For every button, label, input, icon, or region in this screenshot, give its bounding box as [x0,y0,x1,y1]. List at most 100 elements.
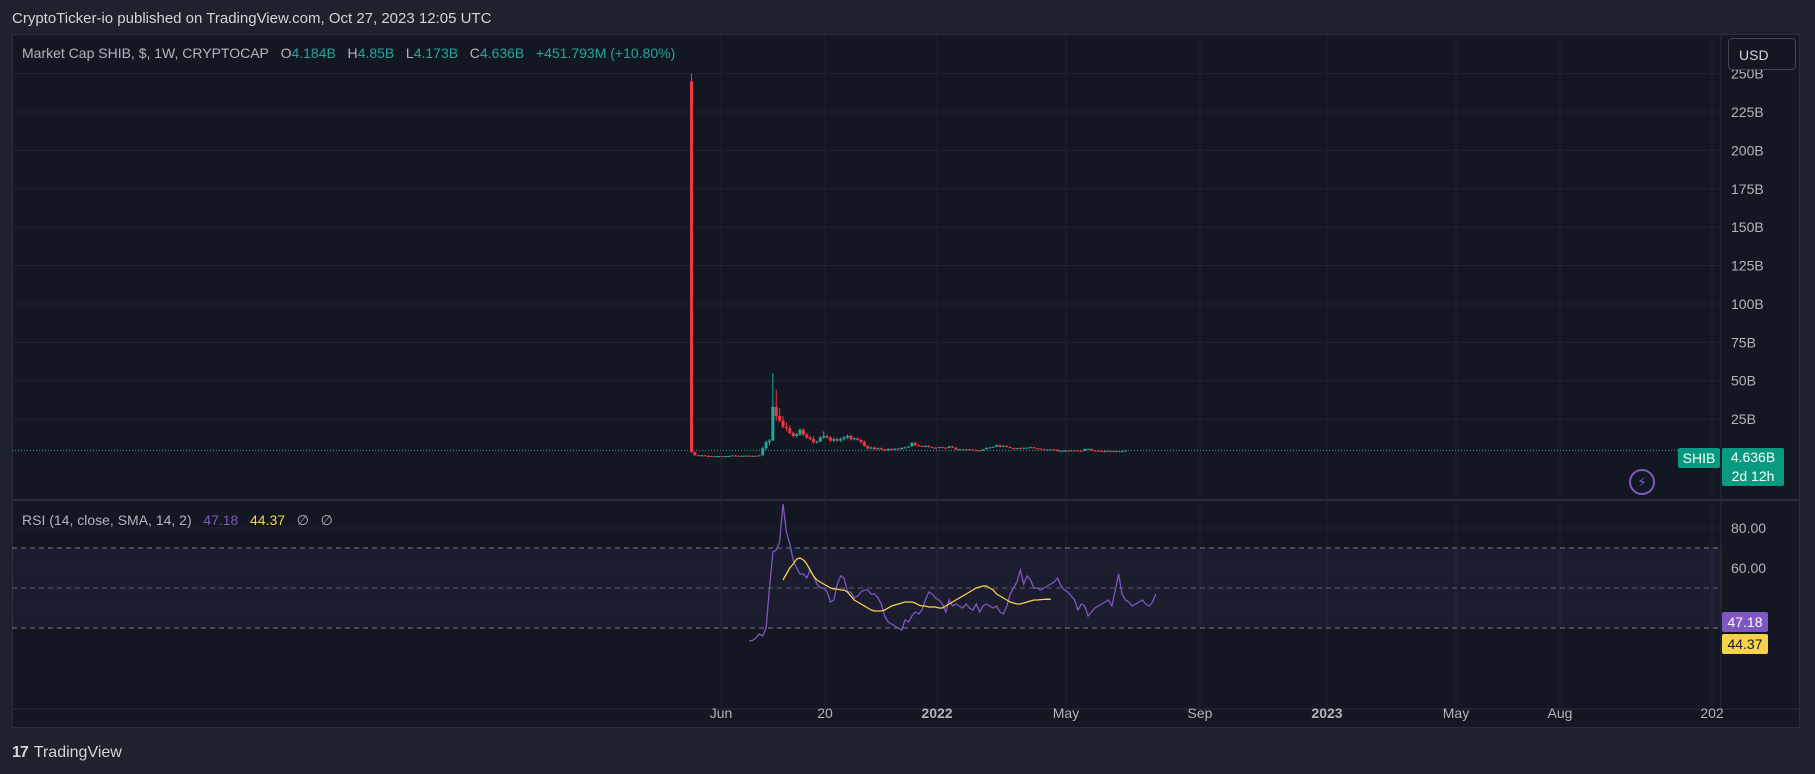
price-tick-label: 75B [1731,334,1756,350]
candle-body [730,455,734,457]
candle-body [883,449,887,451]
candle-body [795,434,799,437]
candle-body [1035,448,1039,450]
candle-body [1090,448,1094,451]
candle-body [781,420,785,427]
price-tick-label: 150B [1731,219,1764,235]
candle-body [947,446,951,448]
candle-body [1106,451,1110,453]
candle-body [1066,450,1070,452]
rsi-sma-tag: 44.37 [1722,634,1768,654]
candle-body [720,456,724,458]
lightning-icon[interactable]: ⚡ [1629,469,1655,495]
candle-body [737,455,741,457]
candle-body [784,426,788,429]
candle-body [727,455,731,457]
tradingview-brand[interactable]: 17 TradingView [12,744,122,762]
candle-body [1018,448,1022,450]
candle-body [934,447,938,449]
candle-body [754,455,758,457]
time-tick-label: May [1443,705,1469,721]
candle-body [903,447,907,449]
last-price-tag: 4.636B 2d 12h [1722,448,1784,486]
rsi-line [748,503,1157,642]
candle-body [1032,447,1036,449]
candle-body [788,428,792,433]
candle-body [940,447,944,449]
time-tick-label: May [1053,705,1079,721]
candle-body [791,432,795,437]
rsi-title[interactable]: RSI (14, close, SMA, 14, 2) [22,512,192,528]
candle-body [713,456,717,458]
candle-body [740,455,744,457]
currency-button[interactable]: USD [1728,38,1796,70]
candle-body [1015,448,1019,450]
candle-body [693,452,697,456]
candle-body [1001,445,1005,447]
candle-body [954,447,958,450]
high-label: H [347,45,358,61]
low-label: L [405,45,414,61]
candle-body [1008,447,1012,449]
time-tick-label: Sep [1188,705,1213,721]
candle-body [913,442,917,446]
candle-body [879,448,883,450]
brand-name: TradingView [33,744,122,761]
candle-body [706,455,710,457]
candle-body [1123,450,1127,452]
candle-body [825,436,829,438]
candle-body [1113,451,1117,453]
candle-body [923,445,927,447]
bar-countdown: 2d 12h [1731,468,1775,484]
candle-body [805,434,809,438]
candle-body [744,455,748,457]
candle-body [1100,450,1104,452]
symbol-title[interactable]: Market Cap SHIB, $, 1W, CRYPTOCAP [22,45,269,61]
candle-body [873,447,877,450]
candle-body [951,446,955,448]
candle-body [862,442,866,446]
candle-body [703,455,707,457]
price-tick-label: 125B [1731,258,1764,274]
time-tick-label: Jun [710,705,733,721]
candle-body [1086,448,1090,450]
candle-body [900,447,904,450]
candle-body [1073,450,1077,452]
time-tick-label: 2023 [1311,705,1342,721]
candle-body [852,438,856,440]
candle-body [710,456,714,458]
candle-body [835,439,839,441]
candle-body [1052,449,1056,451]
candle-body [957,449,961,451]
candle-body [1062,450,1066,452]
candle-body [774,406,778,417]
candle-body [890,449,894,451]
candle-body [995,445,999,447]
candle-body [998,445,1002,447]
candle-body [767,440,771,443]
price-tick-label: 50B [1731,373,1756,389]
candle-body [690,81,693,453]
price-tick-label: 100B [1731,296,1764,312]
candle-body [822,436,826,438]
candle-body [1096,450,1100,452]
last-price-value: 4.636B [1730,449,1776,465]
candle-body [778,416,782,421]
candle-body [1012,447,1016,449]
candle-body [971,449,975,451]
candles-group [690,73,1127,458]
candle-body [1093,450,1097,452]
candle-body [818,437,822,442]
candle-body [696,455,700,457]
candle-body [1056,449,1060,452]
time-tick-label: Aug [1548,705,1573,721]
candle-body [964,449,968,451]
candle-body [981,449,985,451]
candle-body [801,429,805,435]
time-tick-label: 20 [817,705,833,721]
rsi-legend-value: 47.18 [203,512,239,528]
main-legend: Market Cap SHIB, $, 1W, CRYPTOCAP O4.184… [22,45,675,61]
candle-body [812,439,816,443]
candle-body [751,455,755,457]
